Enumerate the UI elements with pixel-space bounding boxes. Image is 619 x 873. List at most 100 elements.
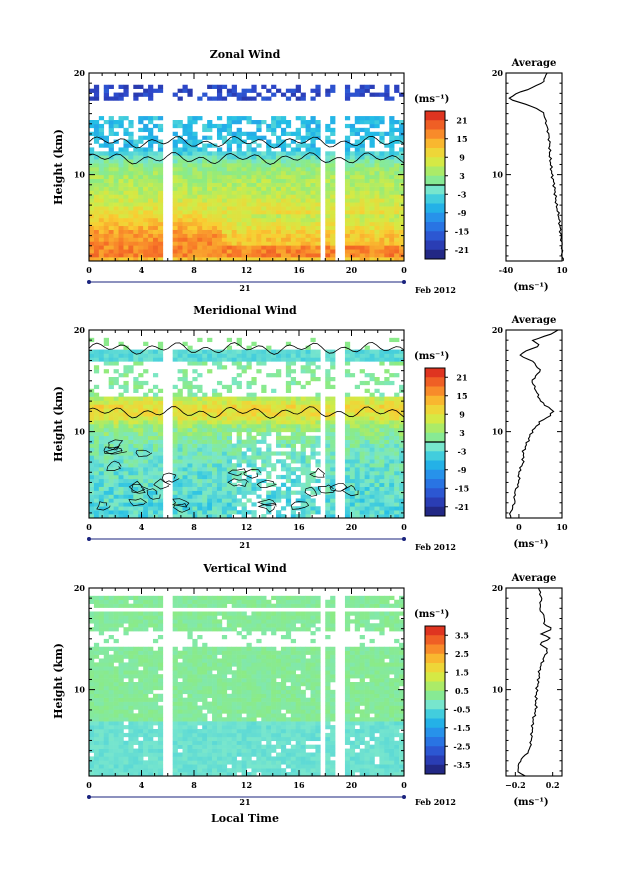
heatmap-cell xyxy=(157,498,164,503)
heatmap-cell xyxy=(384,253,390,258)
heatmap-cell xyxy=(379,498,385,503)
heatmap-cell xyxy=(113,155,119,160)
heatmap-cell xyxy=(212,225,218,230)
heatmap-cell xyxy=(108,670,114,675)
heatmap-cell xyxy=(103,361,109,366)
heatmap-cell xyxy=(148,474,154,480)
zero-contour xyxy=(309,467,326,478)
heatmap-cell xyxy=(133,155,139,160)
heatmap-cell xyxy=(280,127,287,133)
colorbar-tick-label: 9 xyxy=(459,152,465,162)
heatmap-cell xyxy=(123,143,129,148)
heatmap-cell xyxy=(354,514,360,519)
heatmap-cell xyxy=(216,237,223,242)
heatmap-cell xyxy=(231,163,237,168)
heatmap-cell xyxy=(369,377,375,382)
heatmap-cell xyxy=(266,210,272,215)
heatmap-cell xyxy=(256,400,262,405)
heatmap-cell xyxy=(128,198,134,203)
heatmap-cell xyxy=(359,490,365,495)
heatmap-cell xyxy=(182,202,188,207)
heatmap-cell xyxy=(290,427,297,433)
heatmap-cell xyxy=(118,482,124,487)
heatmap-cell xyxy=(379,241,385,246)
heatmap-cell xyxy=(349,245,356,250)
heatmap-cell xyxy=(143,159,149,164)
heatmap-cell xyxy=(192,245,198,250)
heatmap-cell xyxy=(246,380,252,386)
heatmap-cell xyxy=(330,190,336,195)
heatmap-cell xyxy=(202,221,208,227)
heatmap-cell xyxy=(344,373,351,378)
heatmap-cell xyxy=(187,88,193,93)
heatmap-cell xyxy=(276,490,282,495)
heatmap-cell xyxy=(177,135,183,140)
heatmap-cell xyxy=(310,455,316,460)
heatmap-cell xyxy=(108,233,114,238)
heatmap-cell xyxy=(325,217,331,223)
heatmap-cell xyxy=(241,92,247,97)
heatmap-cell xyxy=(300,186,306,191)
heatmap-cell xyxy=(202,155,208,160)
heatmap-cell xyxy=(349,408,356,413)
heatmap-cell xyxy=(133,658,139,663)
heatmap-cell xyxy=(389,198,395,203)
heatmap-cell xyxy=(256,202,262,207)
heatmap-cell xyxy=(236,96,242,101)
heatmap-cell xyxy=(113,678,119,683)
heatmap-cell xyxy=(399,120,405,125)
heatmap-cell xyxy=(226,237,233,242)
heatmap-cell xyxy=(389,249,395,254)
heatmap-cell xyxy=(187,186,193,191)
heatmap-cell xyxy=(197,357,203,362)
heatmap-cell xyxy=(271,182,277,187)
heatmap-cell xyxy=(399,249,405,254)
heatmap-cell xyxy=(344,510,351,515)
heatmap-cell xyxy=(108,443,114,448)
heatmap-cell xyxy=(266,345,272,350)
heatmap-cell xyxy=(221,190,228,195)
heatmap-cell xyxy=(187,229,193,234)
heatmap-cell xyxy=(344,135,351,140)
heatmap-cell xyxy=(226,190,233,195)
heatmap-cell xyxy=(384,182,390,187)
heatmap-cell xyxy=(285,416,292,421)
heatmap-cell xyxy=(241,190,247,195)
heatmap-cell xyxy=(89,186,95,191)
heatmap-cell xyxy=(202,420,208,425)
heatmap-cell xyxy=(236,249,242,254)
heatmap-cell xyxy=(226,482,233,487)
heatmap-cell xyxy=(266,151,272,156)
heatmap-cell xyxy=(344,353,351,358)
heatmap-cell xyxy=(251,416,257,421)
heatmap-cell xyxy=(89,249,95,254)
heatmap-cell xyxy=(384,467,390,472)
x-tick-label: 20 xyxy=(346,265,358,275)
heatmap-cell xyxy=(113,131,119,136)
heatmap-cell xyxy=(315,123,321,129)
heatmap-cell xyxy=(226,120,233,125)
heatmap-cell xyxy=(315,510,321,515)
heatmap-cell xyxy=(98,682,105,687)
heatmap-cell xyxy=(389,463,395,468)
heatmap-cell xyxy=(246,257,252,262)
heatmap-cell xyxy=(231,245,237,250)
heatmap-cell xyxy=(216,486,223,491)
heatmap-cell xyxy=(89,257,95,262)
heatmap-cell xyxy=(295,380,301,386)
heatmap-cell xyxy=(285,341,292,346)
heatmap-cell xyxy=(354,190,360,195)
heatmap-cell xyxy=(344,221,351,227)
heatmap-cell xyxy=(118,341,124,346)
zero-contour xyxy=(341,484,359,497)
heatmap-cell xyxy=(344,92,351,97)
heatmap-cell xyxy=(389,214,395,219)
heatmap-cell xyxy=(143,420,149,425)
heatmap-cell xyxy=(389,143,395,148)
heatmap-cell xyxy=(364,424,370,429)
heatmap-cell xyxy=(98,131,105,136)
heatmap-cell xyxy=(221,170,228,176)
heatmap-cell xyxy=(271,198,277,203)
heatmap-cell xyxy=(236,174,242,180)
heatmap-cell xyxy=(246,210,252,215)
